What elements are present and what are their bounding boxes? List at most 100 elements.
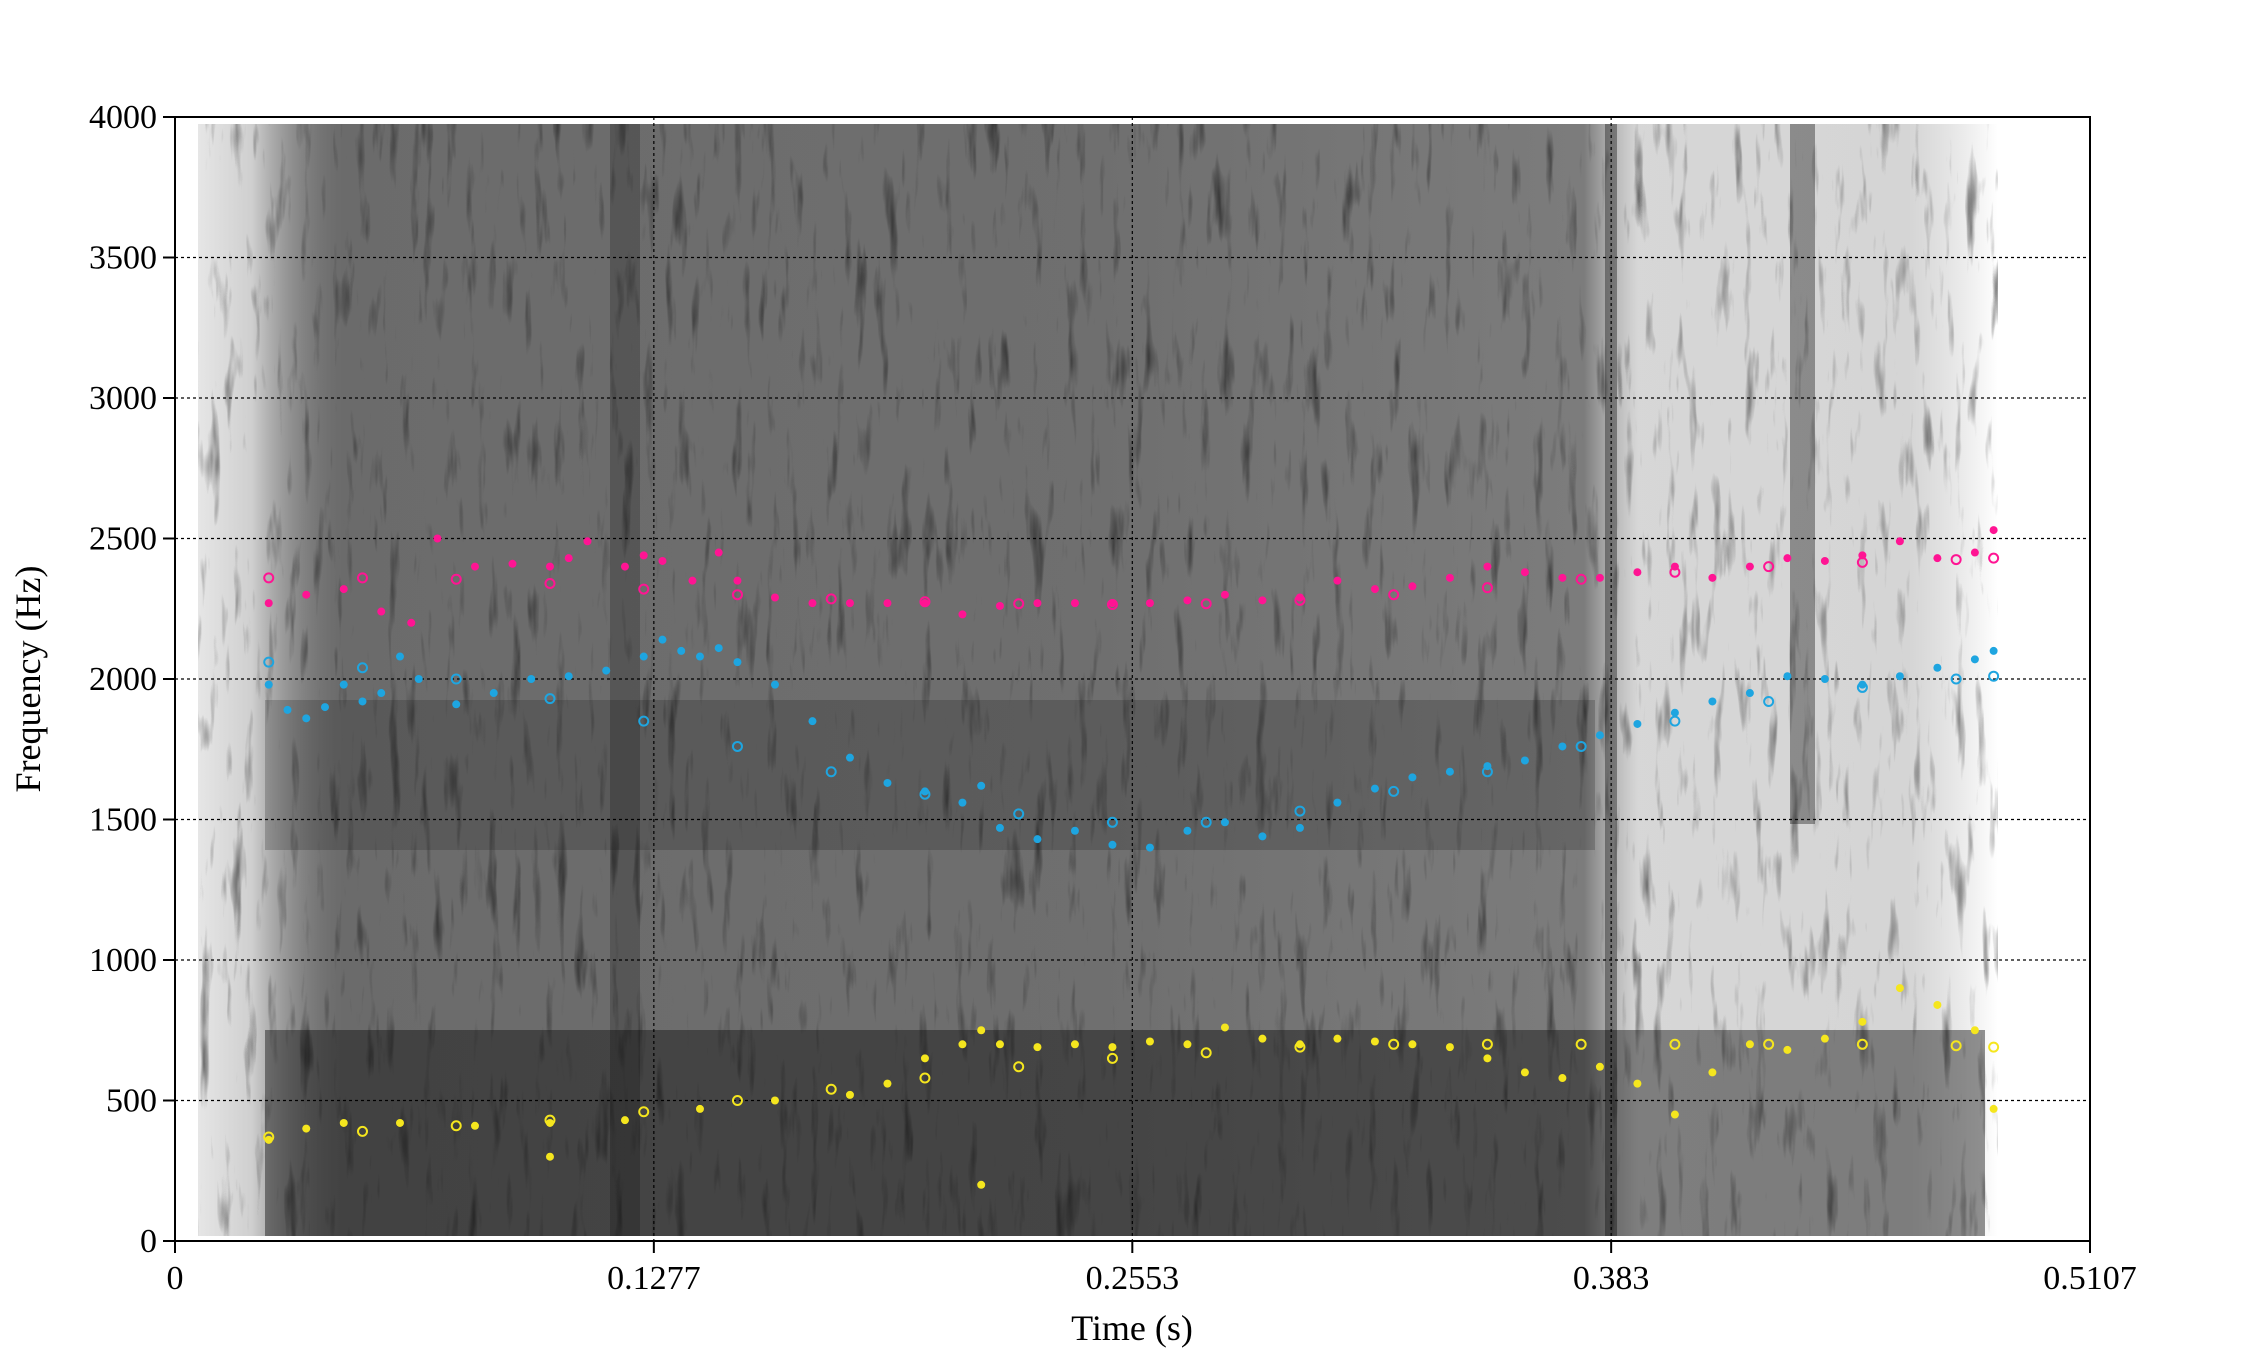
data-point: [1013, 598, 1025, 610]
data-point: [1783, 672, 1792, 681]
data-point: [1106, 816, 1118, 828]
y-tick-label: 3000: [89, 380, 157, 417]
data-point: [414, 675, 423, 683]
data-point: [1989, 526, 1998, 535]
data-point: [919, 788, 931, 800]
spectrogram-background: [198, 124, 1998, 1236]
data-point: [883, 1079, 892, 1088]
data-point: [1520, 756, 1529, 765]
data-point: [995, 601, 1004, 610]
data-point: [356, 1125, 368, 1137]
data-point: [1595, 1062, 1604, 1071]
data-point: [583, 537, 592, 546]
data-point: [1575, 573, 1587, 585]
data-point: [1294, 1041, 1306, 1053]
data-point: [620, 1116, 629, 1125]
data-point: [1575, 1038, 1587, 1050]
data-point: [1445, 1043, 1454, 1052]
data-point: [808, 599, 817, 608]
data-point: [1558, 1074, 1567, 1083]
data-point: [1483, 1054, 1492, 1063]
data-point: [1988, 670, 2000, 682]
y-tick-label: 1000: [89, 942, 157, 979]
data-point: [377, 689, 386, 698]
data-point: [1070, 826, 1079, 835]
data-point: [1933, 663, 1942, 672]
data-point: [339, 1118, 348, 1127]
series-1: [263, 552, 2000, 611]
data-point: [339, 680, 348, 689]
data-point: [1388, 785, 1400, 797]
data-point: [958, 1040, 967, 1049]
data-point: [264, 599, 273, 608]
data-point: [638, 715, 650, 727]
data-point: [544, 1114, 556, 1126]
data-point: [1108, 1043, 1117, 1052]
data-point: [1106, 1052, 1118, 1064]
data-point: [714, 644, 723, 653]
y-tick-label: 500: [106, 1083, 157, 1120]
data-point: [977, 781, 986, 790]
data-point: [1933, 554, 1942, 563]
data-point: [1669, 715, 1681, 727]
data-point: [1856, 556, 1868, 568]
data-point: [1858, 1017, 1867, 1026]
data-point: [1708, 573, 1717, 582]
y-tick-label: 2000: [89, 661, 157, 698]
data-point: [714, 548, 723, 557]
data-point: [1970, 655, 1979, 664]
data-point: [620, 562, 629, 571]
data-point: [1183, 596, 1192, 605]
data-point: [1481, 766, 1493, 778]
data-point: [958, 610, 967, 619]
data-point: [1108, 840, 1117, 849]
data-point: [1708, 697, 1717, 706]
data-point: [808, 717, 817, 726]
data-point: [508, 559, 517, 568]
data-point: [1520, 1068, 1529, 1077]
data-point: [658, 635, 667, 644]
data-point: [1933, 1000, 1942, 1009]
data-point: [544, 577, 556, 589]
data-point: [733, 658, 742, 667]
data-point: [1988, 1041, 2000, 1053]
data-point: [339, 585, 348, 594]
data-point: [527, 675, 536, 683]
data-point: [1670, 708, 1679, 717]
data-point: [1763, 561, 1775, 573]
data-point: [638, 1106, 650, 1118]
data-point: [1820, 556, 1829, 565]
data-point: [1763, 1038, 1775, 1050]
y-axis-title: Frequency (Hz): [8, 566, 48, 793]
data-point: [1145, 599, 1154, 608]
data-point: [1481, 582, 1493, 594]
data-point: [695, 652, 704, 661]
data-point: [1856, 1038, 1868, 1050]
data-point: [1895, 537, 1904, 546]
data-point: [302, 590, 311, 599]
data-point: [1408, 773, 1417, 782]
data-point: [395, 652, 404, 661]
data-point: [264, 680, 273, 689]
data-point: [1763, 695, 1775, 707]
data-point: [1294, 594, 1306, 606]
data-point: [1708, 1068, 1717, 1077]
data-point: [1013, 1061, 1025, 1073]
data-point: [845, 753, 854, 762]
data-point: [1220, 818, 1229, 827]
data-point: [1258, 1034, 1267, 1043]
data-point: [731, 589, 743, 601]
data-point: [1989, 1104, 1998, 1113]
data-point: [283, 705, 292, 714]
data-point: [1220, 590, 1229, 599]
data-point: [1950, 554, 1962, 566]
data-point: [1558, 742, 1567, 751]
x-tick-label: 0: [167, 1260, 184, 1297]
data-point: [919, 596, 931, 608]
data-point: [1481, 1038, 1493, 1050]
data-point: [733, 576, 742, 585]
data-point: [638, 583, 650, 595]
data-point: [1988, 552, 2000, 564]
data-point: [1408, 582, 1417, 591]
